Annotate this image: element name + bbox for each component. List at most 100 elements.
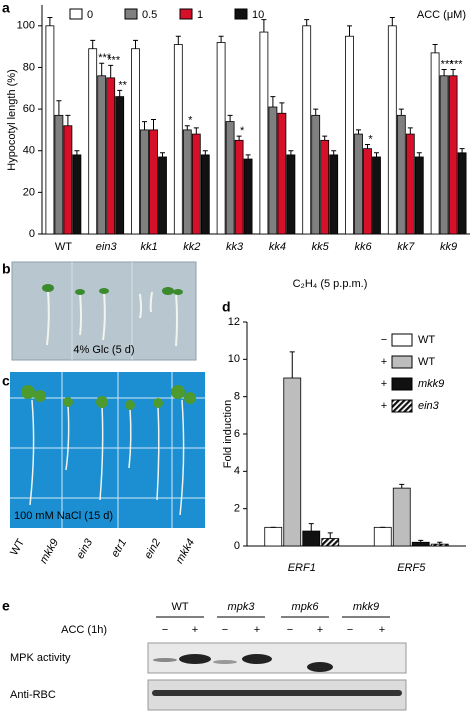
bar <box>302 530 321 547</box>
legend-label: 0 <box>87 9 93 21</box>
group-label: mpk3 <box>228 601 256 613</box>
bar <box>106 77 116 235</box>
sign: − <box>287 624 293 636</box>
y-tick-label: 4 <box>234 465 240 477</box>
x-tick-label: ERF1 <box>288 562 316 574</box>
group-label: mkk9 <box>353 601 379 613</box>
bar <box>363 148 372 235</box>
blot <box>147 642 407 711</box>
error-bar <box>308 523 314 532</box>
error-bar <box>218 35 224 43</box>
x-tick-label: kk3 <box>226 241 244 253</box>
error-bar <box>133 39 138 49</box>
y-tick-label: 0 <box>234 540 240 552</box>
error-bar <box>347 25 352 37</box>
legend-label: 1 <box>197 9 203 21</box>
significance: *** <box>441 58 455 70</box>
lane-label: mkk9 <box>38 537 62 566</box>
legend-label: 10 <box>252 9 264 21</box>
bar <box>158 156 167 235</box>
legend-label: WT <box>418 356 435 368</box>
bar <box>131 48 140 235</box>
error-bar <box>399 483 405 489</box>
x-tick-label: kk7 <box>397 241 415 253</box>
error-bar <box>245 154 251 160</box>
error-bar <box>304 19 310 26</box>
y-tick-label: 2 <box>234 503 240 515</box>
panel-letter: a <box>2 0 10 16</box>
error-bar <box>270 96 276 108</box>
sign: + <box>254 624 260 636</box>
error-bar <box>365 143 370 149</box>
error-bar <box>331 150 337 155</box>
error-bar <box>142 121 147 130</box>
group-label: WT <box>171 601 188 613</box>
y-tick-label: 80 <box>23 61 35 73</box>
bar <box>392 487 411 547</box>
legend-label: WT <box>418 334 435 346</box>
y-tick-label: 10 <box>228 353 240 365</box>
bar <box>216 42 226 235</box>
lane-label: ein2 <box>142 537 163 561</box>
significance: *** <box>450 58 464 70</box>
error-bar <box>416 152 422 157</box>
lane-label: ein3 <box>74 536 95 561</box>
bar <box>311 114 321 235</box>
legend-sign: + <box>381 378 387 390</box>
y-axis-label: Fold induction <box>222 400 234 469</box>
x-tick-label: kk4 <box>269 241 286 253</box>
error-bar <box>151 119 156 130</box>
bar <box>329 154 339 235</box>
lane-label: WT <box>8 537 27 558</box>
bar <box>264 526 283 547</box>
photo-caption: 4% Glc (5 d) <box>73 344 134 356</box>
sign: + <box>192 624 198 636</box>
bar <box>354 133 363 235</box>
bar <box>283 377 302 547</box>
legend-label: mkk9 <box>418 378 444 390</box>
sign: − <box>162 624 168 636</box>
bar <box>191 133 201 235</box>
bar <box>345 35 354 235</box>
bar <box>140 129 149 235</box>
y-tick-label: 60 <box>23 103 35 115</box>
x-tick-label: kk9 <box>440 241 457 253</box>
legend-swatch <box>391 377 413 391</box>
error-bar <box>418 539 424 543</box>
bar <box>411 541 430 547</box>
bar <box>54 114 64 235</box>
photo-caption: 100 mM NaCl (15 d) <box>14 510 113 522</box>
error-bar <box>374 152 379 157</box>
significance: ** <box>118 79 127 91</box>
legend-swatch <box>124 8 138 20</box>
error-bar <box>437 541 443 545</box>
error-bar <box>313 108 319 116</box>
sign: + <box>317 624 323 636</box>
error-bar <box>184 125 190 130</box>
bar <box>448 75 458 235</box>
error-bar <box>47 16 53 26</box>
chart-title: C₂H₄ (5 p.p.m.) <box>293 278 368 290</box>
error-bar <box>459 148 465 153</box>
legend-sign: + <box>381 400 387 412</box>
bar <box>97 75 107 235</box>
sign: − <box>222 624 228 636</box>
photo-b <box>11 261 197 361</box>
panel-letter: c <box>2 373 10 389</box>
treatment-label: ACC (1h) <box>61 624 107 636</box>
bar <box>286 154 296 235</box>
row-label: MPK activity <box>10 652 71 664</box>
error-bar <box>288 150 294 155</box>
error-bar <box>202 150 208 155</box>
bar <box>430 543 449 547</box>
legend-swatch <box>391 333 413 347</box>
error-bar <box>398 108 404 116</box>
error-bar <box>90 39 96 49</box>
error-bar <box>389 16 395 26</box>
legend-sign: − <box>381 334 387 346</box>
lane-label: mkk4 <box>174 537 198 566</box>
error-bar <box>407 127 413 135</box>
error-bar <box>175 35 181 45</box>
error-bar <box>65 114 71 126</box>
y-tick-label: 0 <box>29 228 35 240</box>
